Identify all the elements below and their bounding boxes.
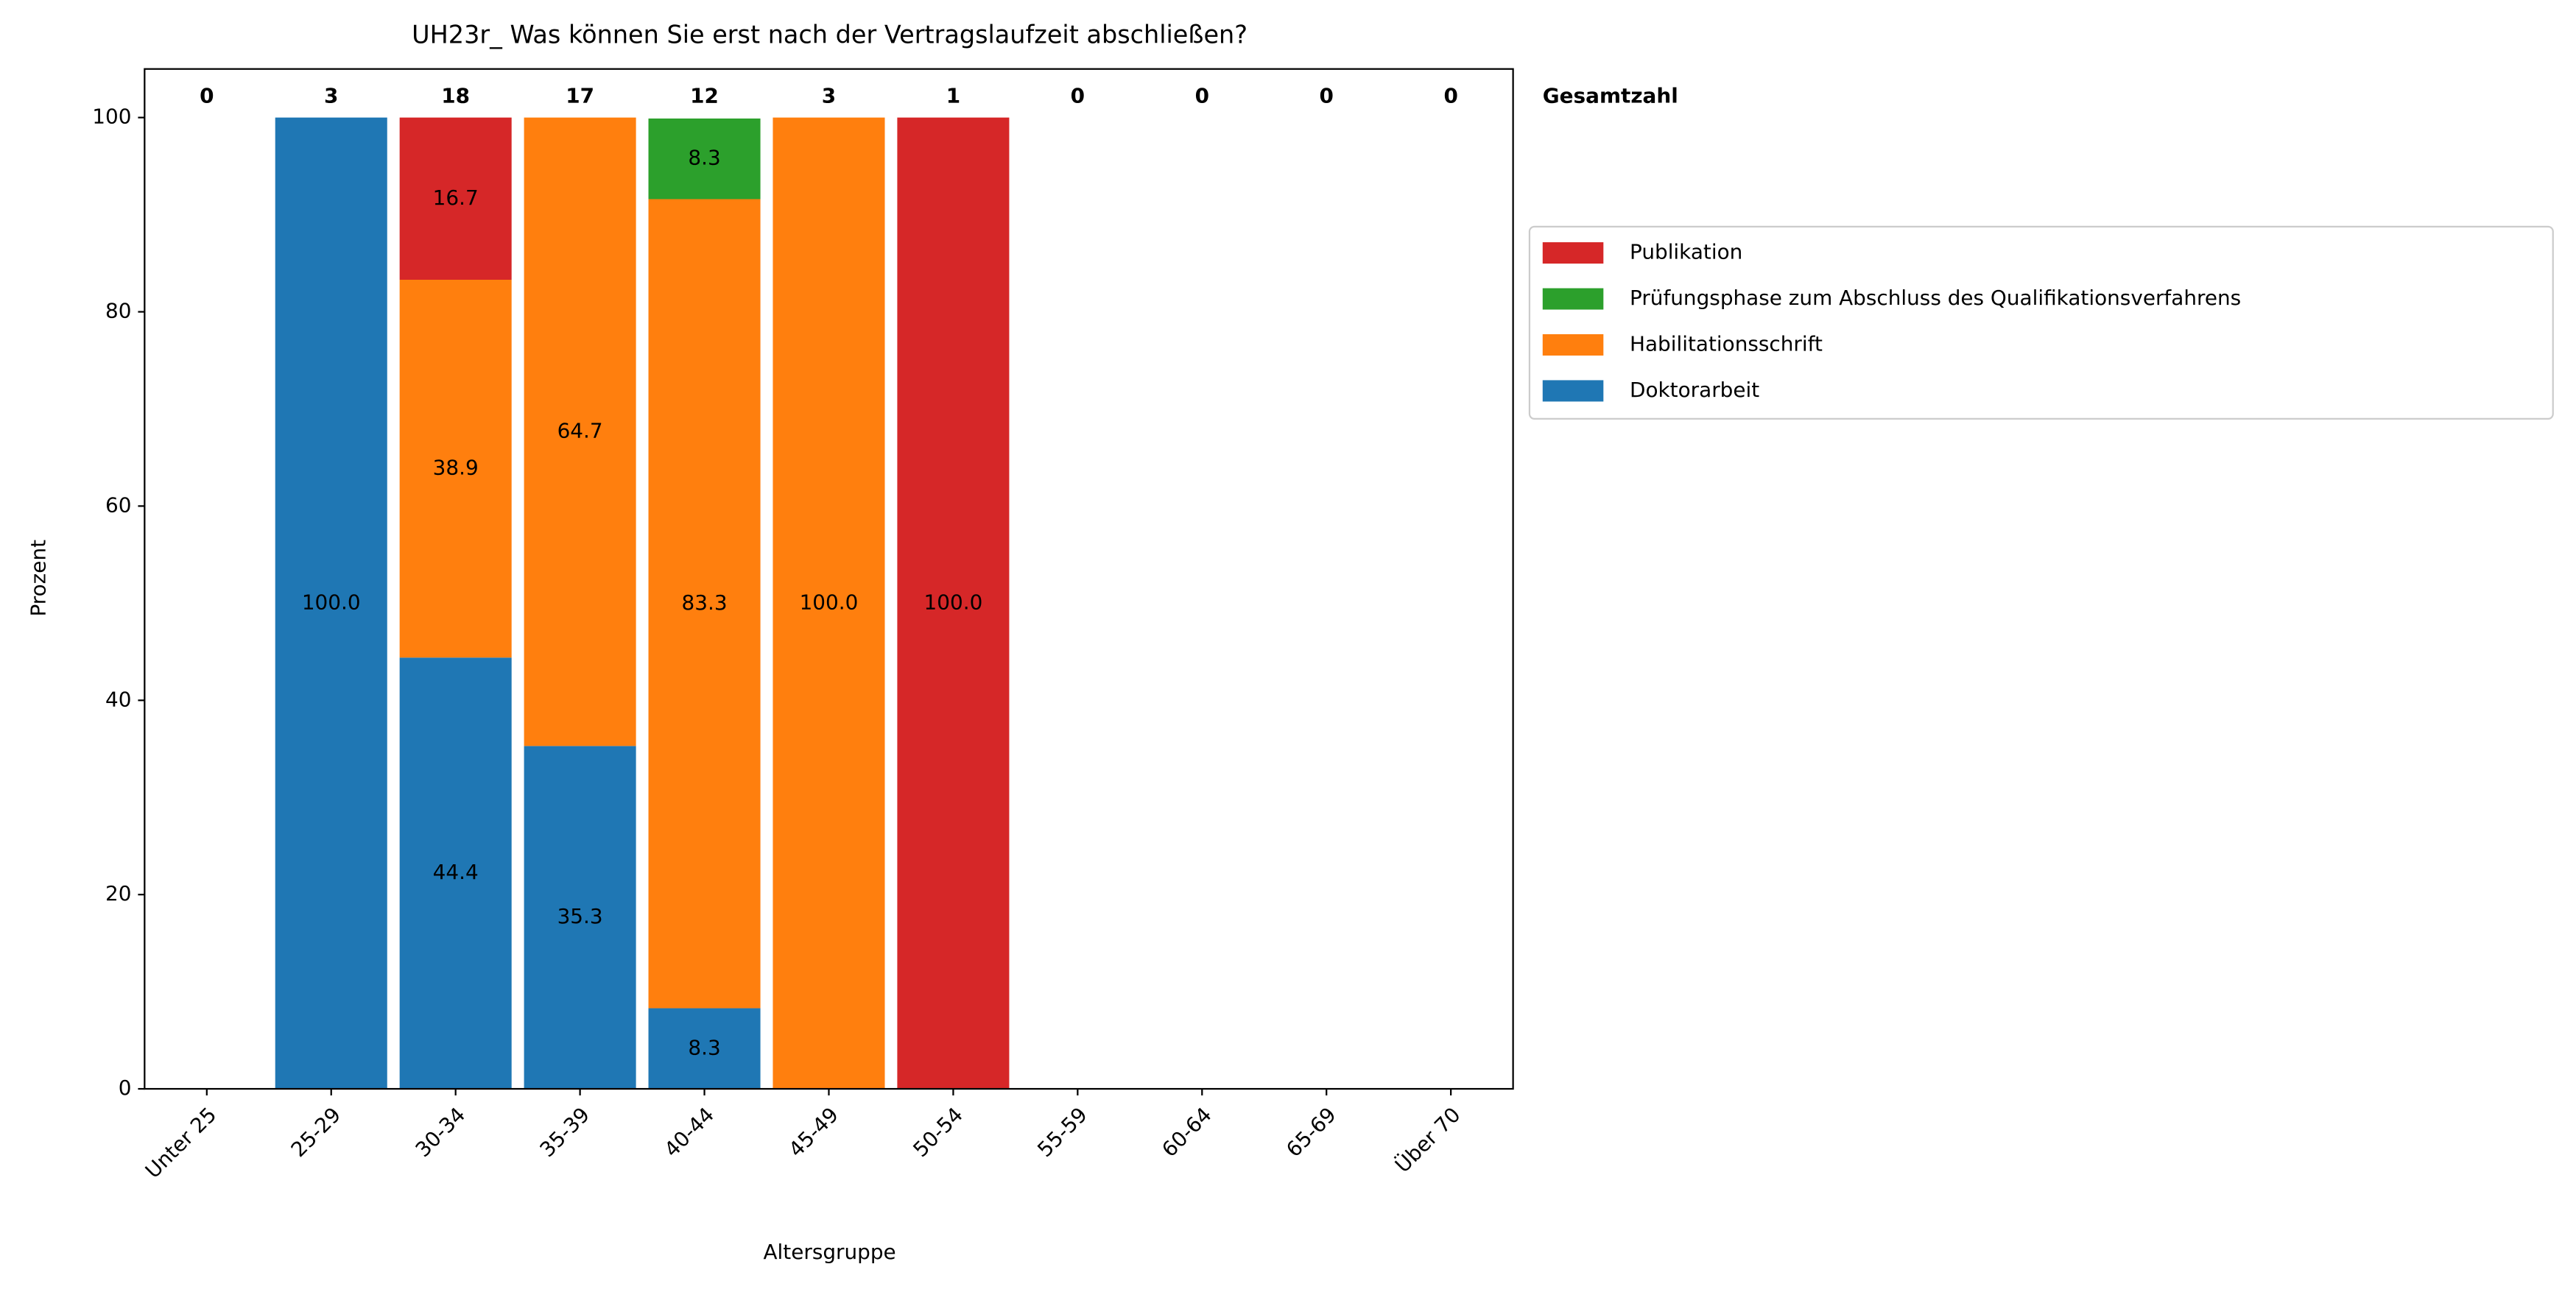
legend-label: Publikation	[1630, 240, 1742, 264]
bar-segment	[648, 199, 761, 1009]
data-label: 100.0	[924, 590, 983, 614]
bar-segment	[524, 117, 636, 746]
bar-segment	[648, 118, 761, 200]
total-label: 0	[1195, 84, 1209, 108]
y-tick-label: 60	[105, 493, 131, 517]
legend-swatch	[1542, 333, 1604, 356]
legend-label: Habilitationsschrift	[1630, 331, 1823, 356]
data-label: 100.0	[800, 590, 859, 614]
bar-segment	[524, 746, 636, 1090]
y-tick-label: 80	[105, 299, 131, 323]
data-label: 100.0	[302, 590, 361, 614]
bar-segment	[399, 280, 512, 658]
total-label: 0	[1071, 84, 1085, 108]
total-label: 0	[1443, 84, 1457, 108]
legend-label: Doktorarbeit	[1630, 378, 1759, 402]
x-axis-label: Altersgruppe	[763, 1240, 895, 1264]
bar-segment	[399, 657, 512, 1090]
data-label: 8.3	[688, 1035, 720, 1059]
total-label: 1	[946, 84, 960, 108]
data-label: 38.9	[433, 456, 479, 480]
bar-segment	[648, 1008, 761, 1090]
legend-swatch	[1542, 380, 1604, 402]
y-tick-label: 40	[105, 687, 131, 711]
y-tick-label: 0	[119, 1076, 132, 1100]
legend-swatch	[1542, 288, 1604, 310]
y-axis-label: Prozent	[27, 540, 51, 617]
total-label: 17	[566, 84, 594, 108]
data-label: 83.3	[682, 590, 728, 615]
total-label: 3	[324, 84, 338, 108]
data-label: 8.3	[688, 146, 720, 170]
bar-segment	[275, 117, 387, 1090]
total-label: 18	[441, 84, 470, 108]
total-label: 12	[690, 84, 719, 108]
data-label: 64.7	[557, 418, 603, 442]
bar-segment	[897, 117, 1010, 1090]
chart-title: UH23r_ Was können Sie erst nach der Vert…	[412, 21, 1247, 49]
total-label: 0	[200, 84, 214, 108]
data-label: 44.4	[433, 860, 479, 884]
bar-segment	[773, 117, 885, 1090]
data-label: 35.3	[557, 904, 603, 928]
legend-box	[1528, 225, 2554, 420]
total-label: 0	[1320, 84, 1334, 108]
totals-label: Gesamtzahl	[1543, 84, 1678, 108]
data-label: 16.7	[433, 186, 479, 210]
legend-label: Prüfungsphase zum Abschluss des Qualifik…	[1630, 286, 2241, 310]
legend-swatch	[1542, 242, 1604, 264]
y-tick-label: 100	[92, 105, 131, 129]
bar-segment	[399, 117, 512, 280]
y-tick-label: 20	[105, 881, 131, 906]
total-label: 3	[822, 84, 836, 108]
